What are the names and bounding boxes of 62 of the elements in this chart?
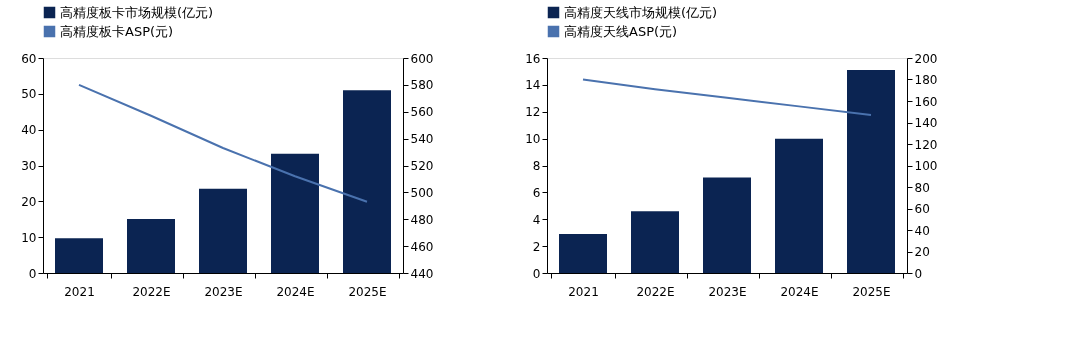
y-tick-label: 2 xyxy=(532,239,541,254)
bar xyxy=(775,138,823,273)
y-tick-label: 0 xyxy=(532,266,541,281)
y2-tick-label: 100 xyxy=(914,159,938,173)
y-tick-label: 6 xyxy=(532,185,541,200)
y2-tick-label: 40 xyxy=(914,223,930,238)
y-tick-label: 0 xyxy=(28,266,37,281)
line-series xyxy=(582,78,872,116)
y-tick-label: 30 xyxy=(21,159,37,173)
x-tick-label: 2025E xyxy=(348,284,387,299)
bar xyxy=(703,177,751,273)
x-tick-label: 2024E xyxy=(276,284,315,299)
y2-tick-label: 200 xyxy=(914,51,938,66)
y-tick-label: 4 xyxy=(532,212,541,227)
bar xyxy=(631,211,679,273)
y2-tick-label: 540 xyxy=(410,132,434,147)
legend-label: 高精度天线ASP(元) xyxy=(564,23,678,39)
y2-tick-label: 440 xyxy=(410,266,434,281)
x-tick-label: 2024E xyxy=(780,284,819,299)
y-tick-label: 60 xyxy=(21,51,37,66)
bar xyxy=(847,70,895,273)
bar xyxy=(559,234,607,273)
y2-tick-label: 20 xyxy=(914,245,930,259)
legend-label: 高精度板卡ASP(元) xyxy=(60,23,174,39)
bar xyxy=(127,218,175,273)
y2-tick-label: 460 xyxy=(410,239,434,254)
x-tick-label: 2025E xyxy=(852,284,891,299)
x-tick-label: 2023E xyxy=(204,284,243,299)
bar xyxy=(55,238,103,273)
line-series xyxy=(78,83,368,203)
y2-tick-label: 480 xyxy=(410,212,434,227)
x-tick-label: 2023E xyxy=(708,284,747,299)
x-tick-label: 2022E xyxy=(132,284,171,299)
y2-tick-label: 120 xyxy=(914,137,938,152)
y2-tick-label: 60 xyxy=(914,202,930,216)
y-tick-label: 50 xyxy=(21,87,37,102)
legend-label: 高精度天线市场规模(亿元) xyxy=(564,4,718,20)
y-tick-label: 16 xyxy=(525,51,541,66)
y-tick-label: 12 xyxy=(525,105,541,120)
y2-tick-label: 560 xyxy=(410,105,434,120)
y2-tick-label: 580 xyxy=(410,78,434,93)
y2-tick-label: 500 xyxy=(410,185,434,200)
y2-tick-label: 520 xyxy=(410,159,434,173)
y2-tick-label: 160 xyxy=(914,94,938,109)
bar xyxy=(343,90,391,273)
legend-label: 高精度板卡市场规模(亿元) xyxy=(60,4,214,20)
y2-tick-label: 80 xyxy=(914,180,930,195)
y2-tick-label: 600 xyxy=(410,51,434,66)
y-tick-label: 10 xyxy=(525,132,541,147)
x-tick-label: 2022E xyxy=(636,284,675,299)
y-tick-label: 20 xyxy=(21,194,37,209)
y-tick-label: 40 xyxy=(21,123,37,138)
y-tick-label: 8 xyxy=(532,159,541,173)
y2-tick-label: 0 xyxy=(914,266,923,281)
y2-tick-label: 140 xyxy=(914,116,938,130)
y2-tick-label: 180 xyxy=(914,73,938,87)
x-tick-label: 2021 xyxy=(64,284,95,299)
x-tick-label: 2021 xyxy=(568,284,599,299)
bar xyxy=(271,153,319,273)
bar xyxy=(199,188,247,273)
y-tick-label: 14 xyxy=(525,78,541,93)
y-tick-label: 10 xyxy=(21,230,37,245)
